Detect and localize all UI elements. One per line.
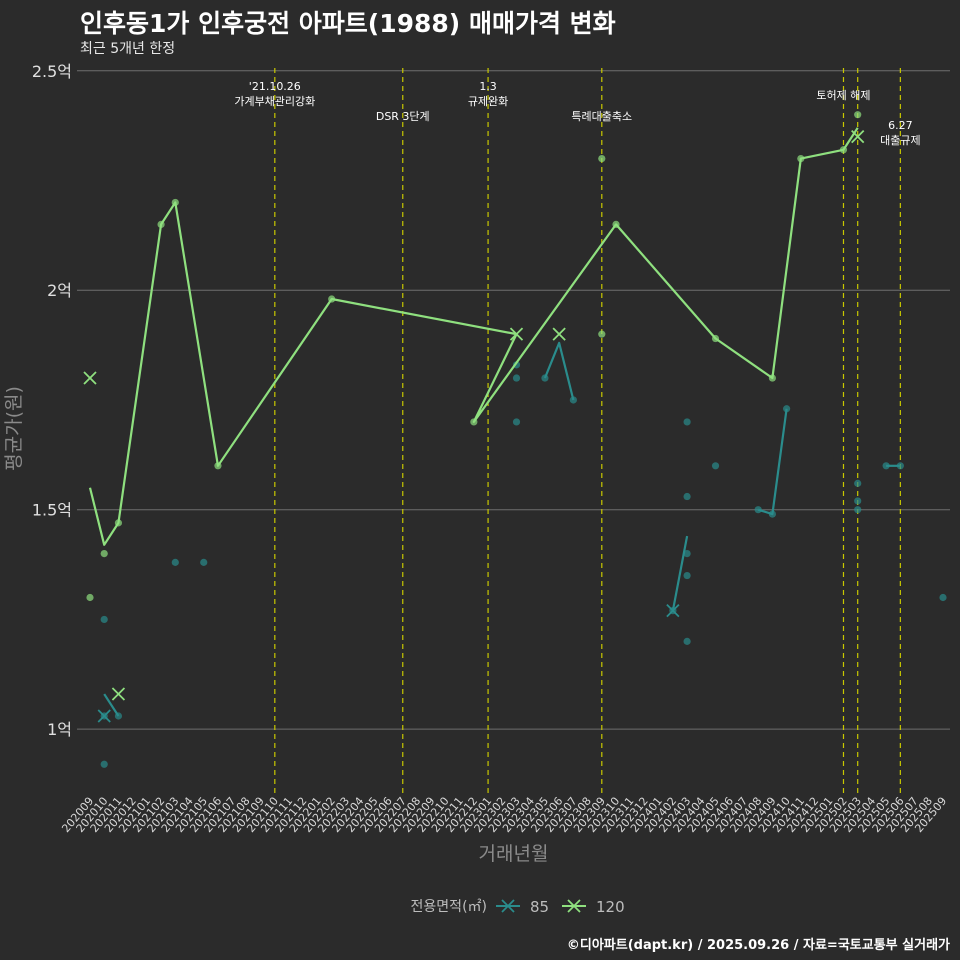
policy-event-label: 1.3 xyxy=(479,80,497,93)
cross-marker-85 xyxy=(97,709,111,723)
data-point-120 xyxy=(470,418,478,426)
y-axis-label: 평균가(원) xyxy=(3,386,25,471)
data-point-85 xyxy=(100,615,108,624)
data-point-85 xyxy=(939,593,947,602)
data-point-120 xyxy=(797,154,805,163)
data-point-120 xyxy=(328,295,336,303)
series-line-85 xyxy=(671,535,689,611)
data-point-85 xyxy=(683,492,691,501)
data-point-85 xyxy=(114,712,123,720)
data-point-85 xyxy=(569,396,577,404)
cross-stroke xyxy=(97,709,111,723)
legend-swatch-cross xyxy=(567,899,581,913)
series-line-85 xyxy=(757,408,788,516)
data-point-120 xyxy=(214,462,222,470)
data-point-85 xyxy=(882,462,890,470)
chart-subtitle: 최근 5개년 한정 xyxy=(80,41,176,57)
data-point-120 xyxy=(598,330,606,338)
data-point-85 xyxy=(854,497,862,505)
data-point-120 xyxy=(171,198,179,207)
policy-event-label: 6.27 xyxy=(888,119,913,132)
data-point-85 xyxy=(200,558,208,566)
cross-stroke xyxy=(666,604,680,618)
data-point-85 xyxy=(854,479,862,487)
data-point-85 xyxy=(512,418,521,426)
data-point-85 xyxy=(683,571,691,580)
x-axis-label: 거래년월 xyxy=(479,843,549,865)
data-point-85 xyxy=(783,405,791,413)
data-point-85 xyxy=(683,637,691,645)
legend-label: 120 xyxy=(596,898,625,916)
cross-marker-120 xyxy=(83,371,97,385)
data-point-120 xyxy=(100,549,108,558)
policy-event-label: 토허제 해제 xyxy=(816,88,870,102)
cross-marker-85 xyxy=(666,604,680,618)
policy-event-label: 특례대출축소 xyxy=(571,110,632,123)
data-point-120 xyxy=(854,111,862,119)
data-point-85 xyxy=(512,374,521,382)
chart-title: 인후동1가 인후궁전 아파트(1988) 매매가격 변화 xyxy=(80,9,616,38)
series-line-120 xyxy=(88,127,859,546)
series-line-85 xyxy=(543,341,575,401)
cross-stroke xyxy=(111,687,126,701)
data-point-120 xyxy=(612,220,620,229)
policy-event-label: DSR 3단계 xyxy=(376,110,430,123)
data-point-85 xyxy=(854,506,862,514)
data-point-120 xyxy=(114,519,123,527)
y-tick-label: 2.5억 xyxy=(32,62,72,81)
y-tick-label: 1.5억 xyxy=(32,501,72,520)
data-point-120 xyxy=(839,146,848,154)
policy-event-label: 가계부채관리강화 xyxy=(234,95,315,108)
policy-event-label: 규제완화 xyxy=(468,95,508,108)
cross-marker-120 xyxy=(111,687,126,701)
cross-marker-120 xyxy=(851,129,865,144)
legend-swatch-cross xyxy=(501,899,515,913)
legend-title: 전용면적(㎡) xyxy=(411,899,487,915)
data-point-85 xyxy=(711,462,720,470)
data-point-85 xyxy=(683,549,691,558)
data-point-120 xyxy=(157,220,165,229)
cross-stroke xyxy=(83,371,97,385)
data-point-85 xyxy=(683,418,691,426)
y-tick-label: 2억 xyxy=(47,281,72,300)
policy-event-label: '21.10.26 xyxy=(249,80,301,93)
cross-marker-120 xyxy=(552,327,566,341)
data-point-120 xyxy=(768,374,777,382)
policy-event-label: 대출규제 xyxy=(880,134,920,147)
legend-label: 85 xyxy=(530,898,549,916)
data-point-85 xyxy=(100,760,108,768)
series-line-85 xyxy=(103,693,120,717)
data-point-120 xyxy=(598,154,606,163)
data-point-85 xyxy=(768,510,777,518)
data-point-120 xyxy=(86,593,94,602)
legend-item-120: 120 xyxy=(562,898,625,916)
data-point-120 xyxy=(711,334,720,343)
cross-stroke xyxy=(552,327,566,341)
data-point-85 xyxy=(541,374,549,382)
cross-marker-120 xyxy=(509,327,524,341)
source-caption: ©디아파트(dapt.kr) / 2025.09.26 / 자료=국토교통부 실… xyxy=(566,938,950,953)
cross-stroke xyxy=(509,327,524,341)
y-tick-label: 1억 xyxy=(47,720,72,739)
legend-item-85: 85 xyxy=(496,898,549,916)
data-point-85 xyxy=(896,462,904,470)
data-point-85 xyxy=(754,506,762,514)
data-point-85 xyxy=(171,558,179,566)
cross-stroke xyxy=(851,129,865,144)
